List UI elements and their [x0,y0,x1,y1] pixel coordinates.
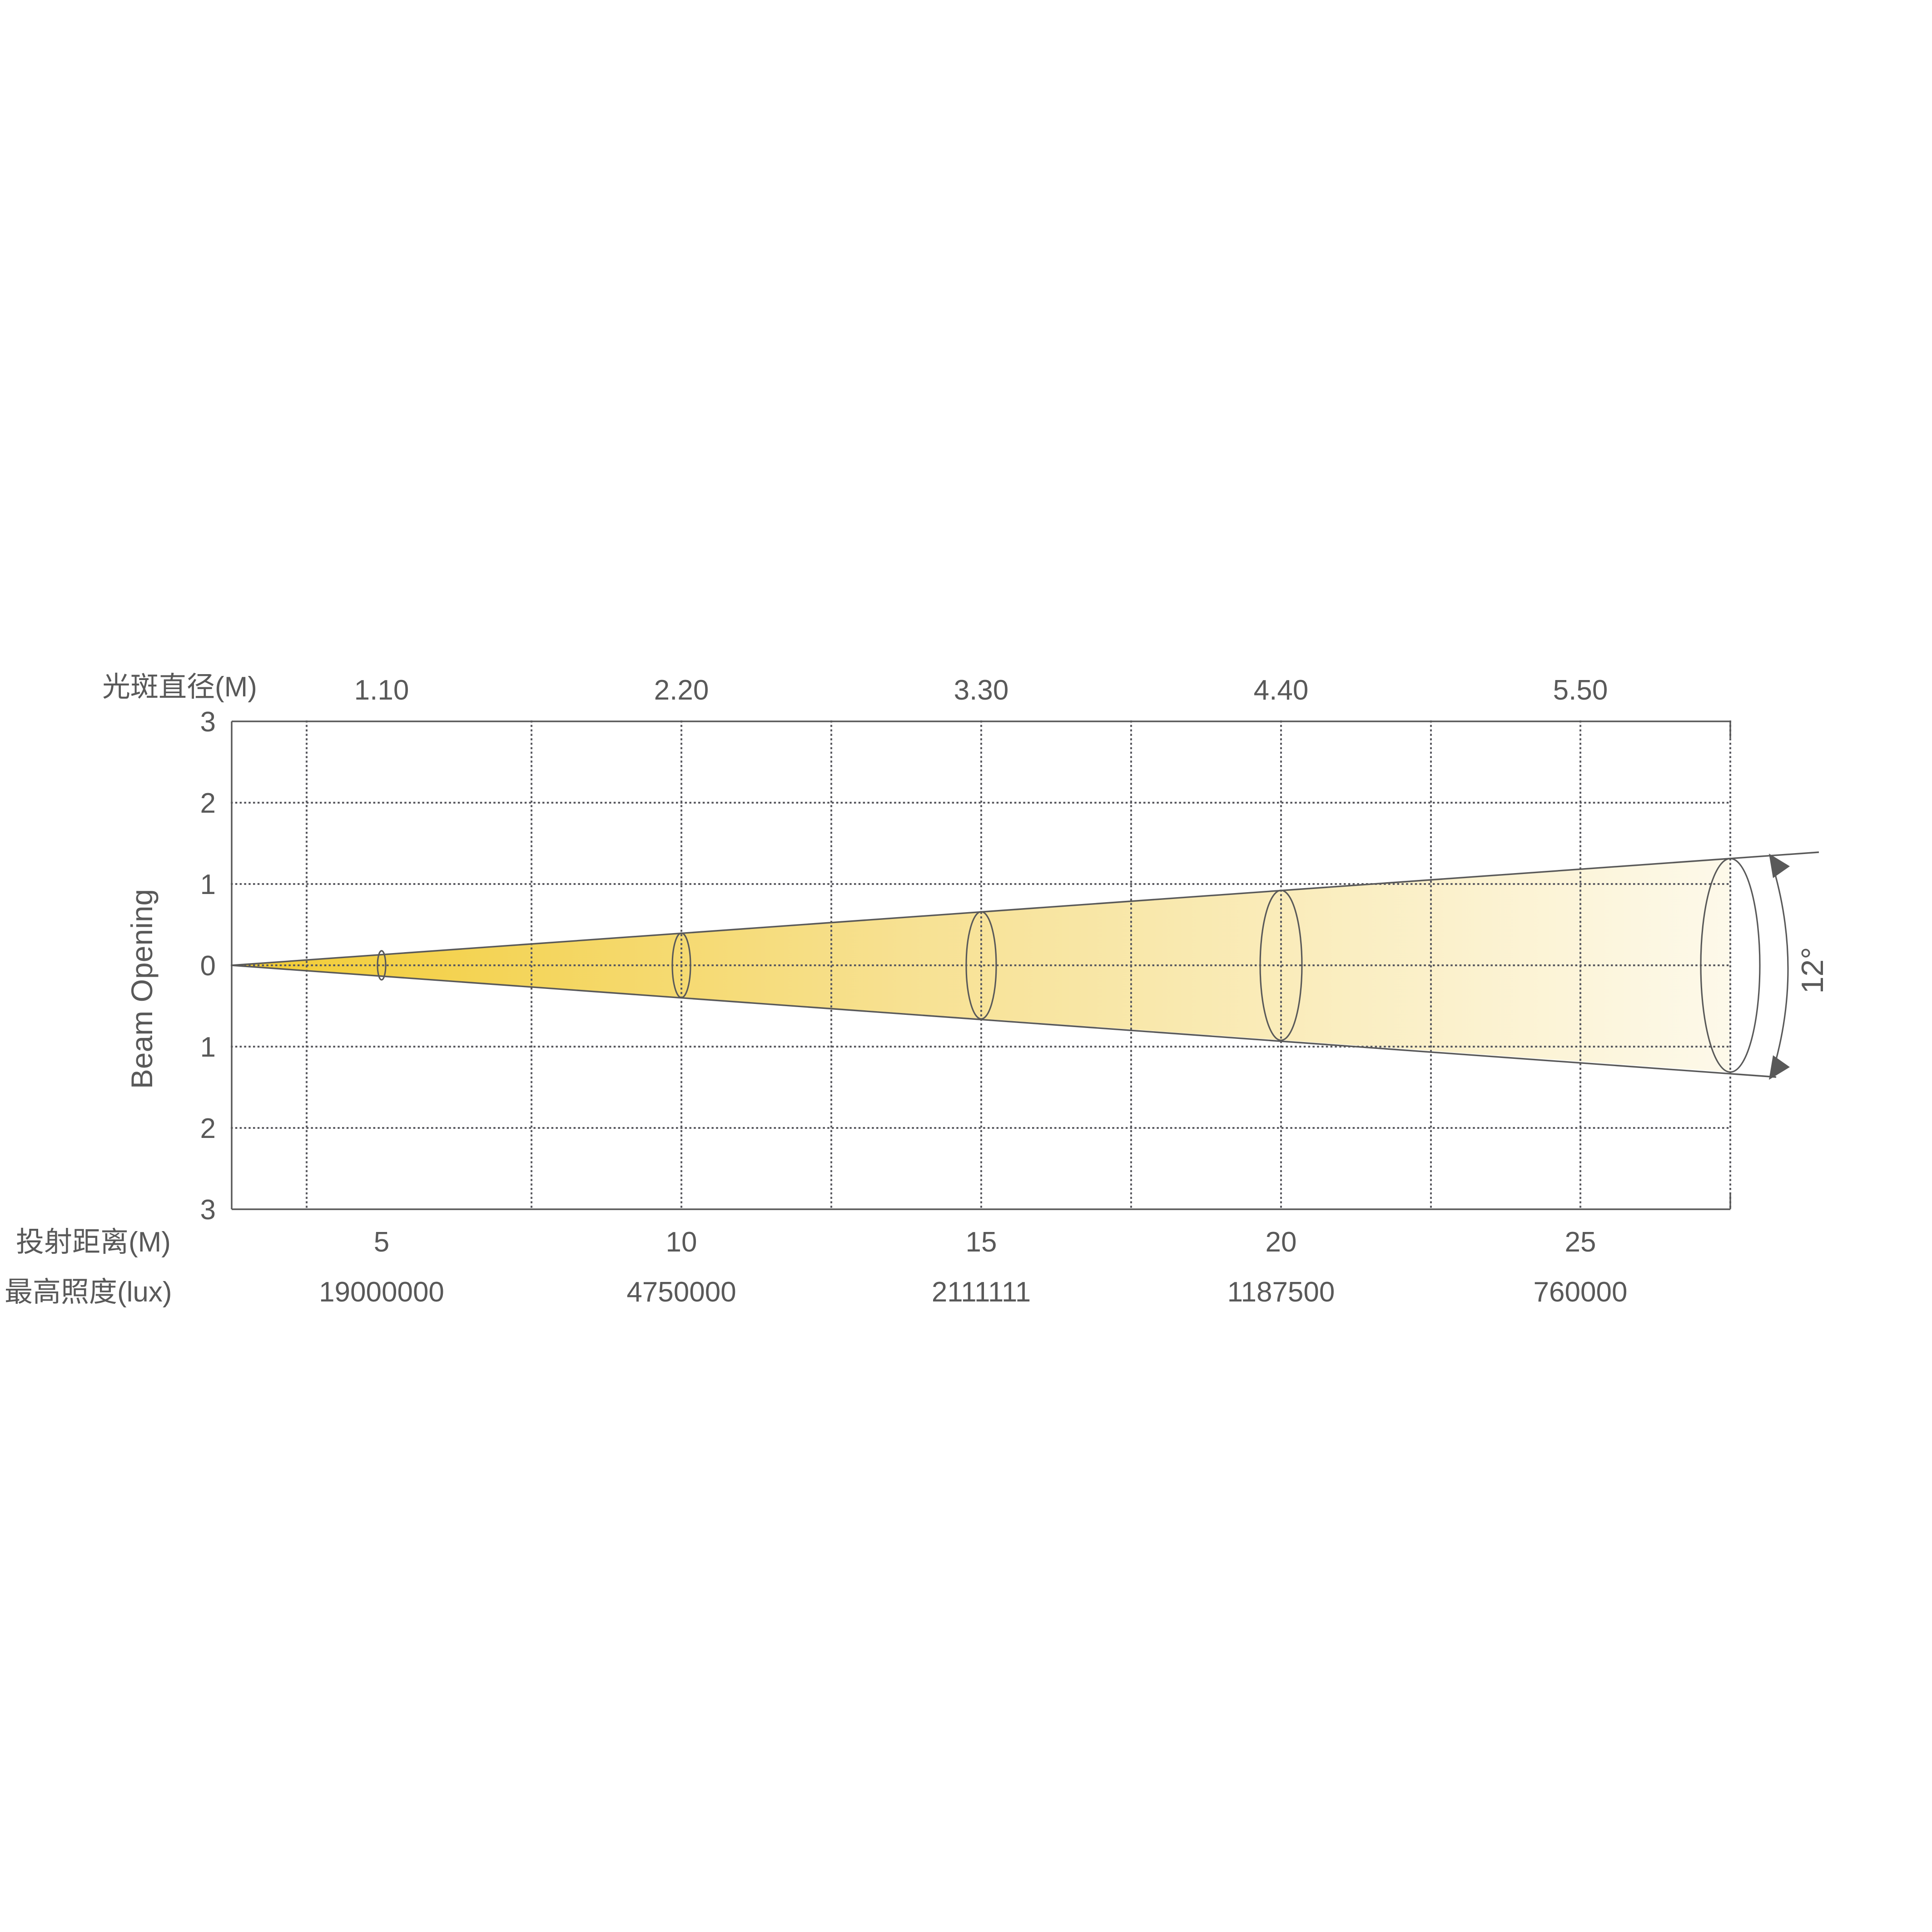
svg-text:0: 0 [200,950,216,982]
svg-text:2: 2 [200,788,216,819]
svg-text:15: 15 [966,1227,997,1258]
svg-text:最高照度(lux): 最高照度(lux) [5,1276,172,1308]
svg-text:20: 20 [1266,1227,1297,1258]
svg-text:25: 25 [1565,1227,1596,1258]
svg-text:1: 1 [200,1032,216,1063]
svg-text:760000: 760000 [1534,1276,1628,1308]
svg-text:2: 2 [200,1113,216,1144]
svg-text:光斑直径(M): 光斑直径(M) [102,671,257,703]
svg-text:Beam Opening: Beam Opening [125,889,159,1089]
svg-text:5.50: 5.50 [1553,675,1608,706]
svg-text:2.20: 2.20 [654,675,709,706]
svg-text:10: 10 [666,1227,697,1258]
svg-text:12°: 12° [1795,947,1830,994]
svg-text:3: 3 [200,706,216,738]
svg-text:19000000: 19000000 [319,1276,444,1308]
svg-text:1.10: 1.10 [354,675,409,706]
svg-text:3: 3 [200,1194,216,1226]
svg-text:4.40: 4.40 [1254,675,1309,706]
svg-text:1: 1 [200,869,216,900]
svg-text:3.30: 3.30 [954,675,1009,706]
svg-text:2111111: 2111111 [932,1276,1031,1308]
svg-text:1187500: 1187500 [1227,1276,1335,1308]
svg-text:投射距离(M): 投射距离(M) [16,1227,171,1258]
svg-text:5: 5 [374,1227,389,1258]
svg-text:4750000: 4750000 [626,1276,736,1308]
